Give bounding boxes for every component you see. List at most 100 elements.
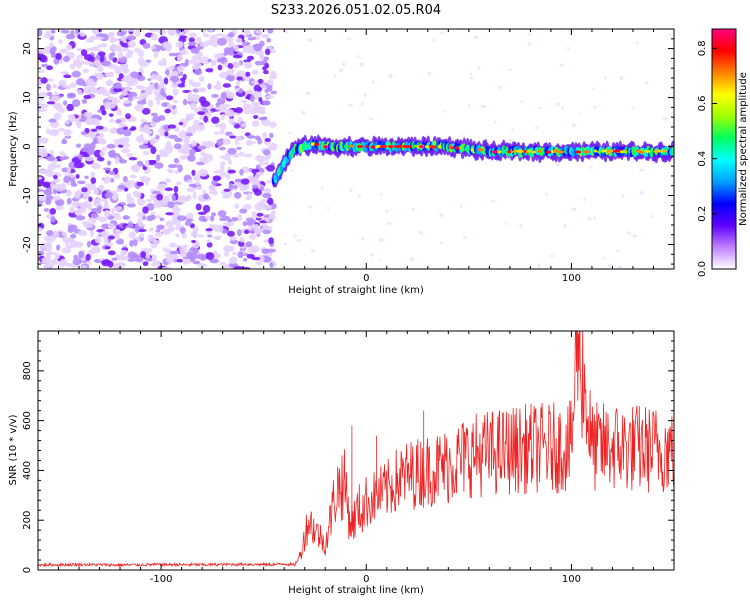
noise-blob xyxy=(98,51,106,57)
carrier-peak xyxy=(314,142,320,146)
noise-blob xyxy=(71,70,81,78)
noise-blob xyxy=(227,32,235,38)
noise-blob xyxy=(65,33,76,40)
noise-blob xyxy=(268,237,274,245)
noise-speckle xyxy=(338,68,344,73)
noise-blob xyxy=(45,198,52,205)
noise-speckle xyxy=(477,66,480,71)
noise-blob xyxy=(176,215,187,222)
noise-speckle xyxy=(432,38,436,42)
noise-blob xyxy=(50,29,56,34)
noise-blob xyxy=(132,96,138,100)
noise-blob xyxy=(243,229,250,235)
snr-y-tick-label: 800 xyxy=(22,361,33,380)
noise-blob xyxy=(250,245,260,253)
noise-blob xyxy=(52,188,58,195)
noise-blob xyxy=(70,233,77,239)
noise-blob xyxy=(214,33,225,37)
noise-blob xyxy=(253,224,260,230)
noise-blob xyxy=(86,38,93,43)
noise-blob xyxy=(159,217,165,222)
noise-blob xyxy=(256,212,264,217)
noise-blob xyxy=(106,160,112,166)
noise-blob xyxy=(175,41,184,49)
noise-blob xyxy=(76,54,84,60)
noise-blob xyxy=(241,266,251,269)
noise-blob xyxy=(80,59,85,65)
noise-blob xyxy=(90,245,101,254)
snr-panel: -100 0 100 0 200 400 600 800 Height of straight… xyxy=(8,330,675,596)
noise-blob xyxy=(139,61,149,68)
noise-blob xyxy=(78,250,85,259)
noise-blob xyxy=(99,150,105,157)
noise-blob xyxy=(100,43,108,48)
snr-y-tick-label: 400 xyxy=(22,461,33,480)
noise-blob xyxy=(76,122,82,129)
noise-blob xyxy=(171,194,176,202)
snr-x-axis-label: Height of straight line (km) xyxy=(288,585,424,596)
noise-blob xyxy=(158,83,163,90)
noise-blob xyxy=(192,227,199,232)
noise-blob xyxy=(148,29,159,32)
noise-blob xyxy=(249,95,255,103)
noise-speckle xyxy=(494,120,497,125)
carrier-peak xyxy=(455,146,460,150)
noise-blob xyxy=(192,174,202,181)
noise-blob xyxy=(103,167,112,171)
spectrogram-x-axis-label: Height of straight line (km) xyxy=(288,285,424,296)
noise-speckle xyxy=(388,73,393,78)
noise-blob xyxy=(211,94,219,98)
noise-blob xyxy=(152,240,161,245)
colorbar-label: Normalized spectral amplitude xyxy=(738,72,749,226)
noise-blob xyxy=(66,197,72,205)
carrier-peak xyxy=(348,144,355,148)
noise-blob xyxy=(238,89,243,94)
noise-blob xyxy=(86,240,92,248)
noise-blob xyxy=(104,246,111,250)
noise-blob xyxy=(63,74,72,79)
noise-blob xyxy=(122,68,130,74)
noise-blob xyxy=(154,82,159,90)
noise-blob xyxy=(213,84,222,90)
noise-blob xyxy=(50,95,61,102)
noise-blob xyxy=(193,62,203,68)
noise-speckle xyxy=(348,103,354,107)
noise-blob xyxy=(234,203,240,209)
noise-blob xyxy=(190,140,198,147)
noise-blob xyxy=(38,102,44,110)
noise-blob xyxy=(97,44,102,49)
noise-blob xyxy=(83,54,94,61)
noise-blob xyxy=(203,153,213,159)
noise-blob xyxy=(245,241,253,248)
noise-blob xyxy=(164,178,172,183)
noise-blob xyxy=(128,157,138,161)
snr-y-tick-label: 600 xyxy=(22,411,33,430)
noise-blob xyxy=(228,40,234,48)
noise-blob xyxy=(122,175,128,183)
noise-blob xyxy=(130,165,140,172)
noise-blob xyxy=(213,131,220,135)
noise-blob xyxy=(90,220,97,224)
noise-blob xyxy=(176,258,184,263)
noise-blob xyxy=(48,118,57,123)
noise-blob xyxy=(142,261,149,267)
noise-blob xyxy=(208,191,218,195)
noise-blob xyxy=(161,57,167,64)
colorbar-tick-label: 0.6 xyxy=(697,96,708,112)
noise-blob xyxy=(122,129,132,137)
noise-speckle xyxy=(497,85,502,90)
noise-blob xyxy=(146,198,152,203)
noise-blob xyxy=(141,176,151,182)
noise-blob xyxy=(263,155,270,162)
noise-speckle xyxy=(490,199,496,203)
noise-blob xyxy=(264,217,270,223)
noise-blob xyxy=(79,202,89,209)
noise-blob xyxy=(223,51,229,56)
noise-blob xyxy=(157,128,166,134)
noise-speckle xyxy=(283,30,289,34)
noise-blob xyxy=(262,100,271,106)
noise-blob xyxy=(162,247,168,252)
noise-blob xyxy=(142,206,149,214)
noise-blob xyxy=(79,32,86,37)
noise-blob xyxy=(187,154,196,162)
